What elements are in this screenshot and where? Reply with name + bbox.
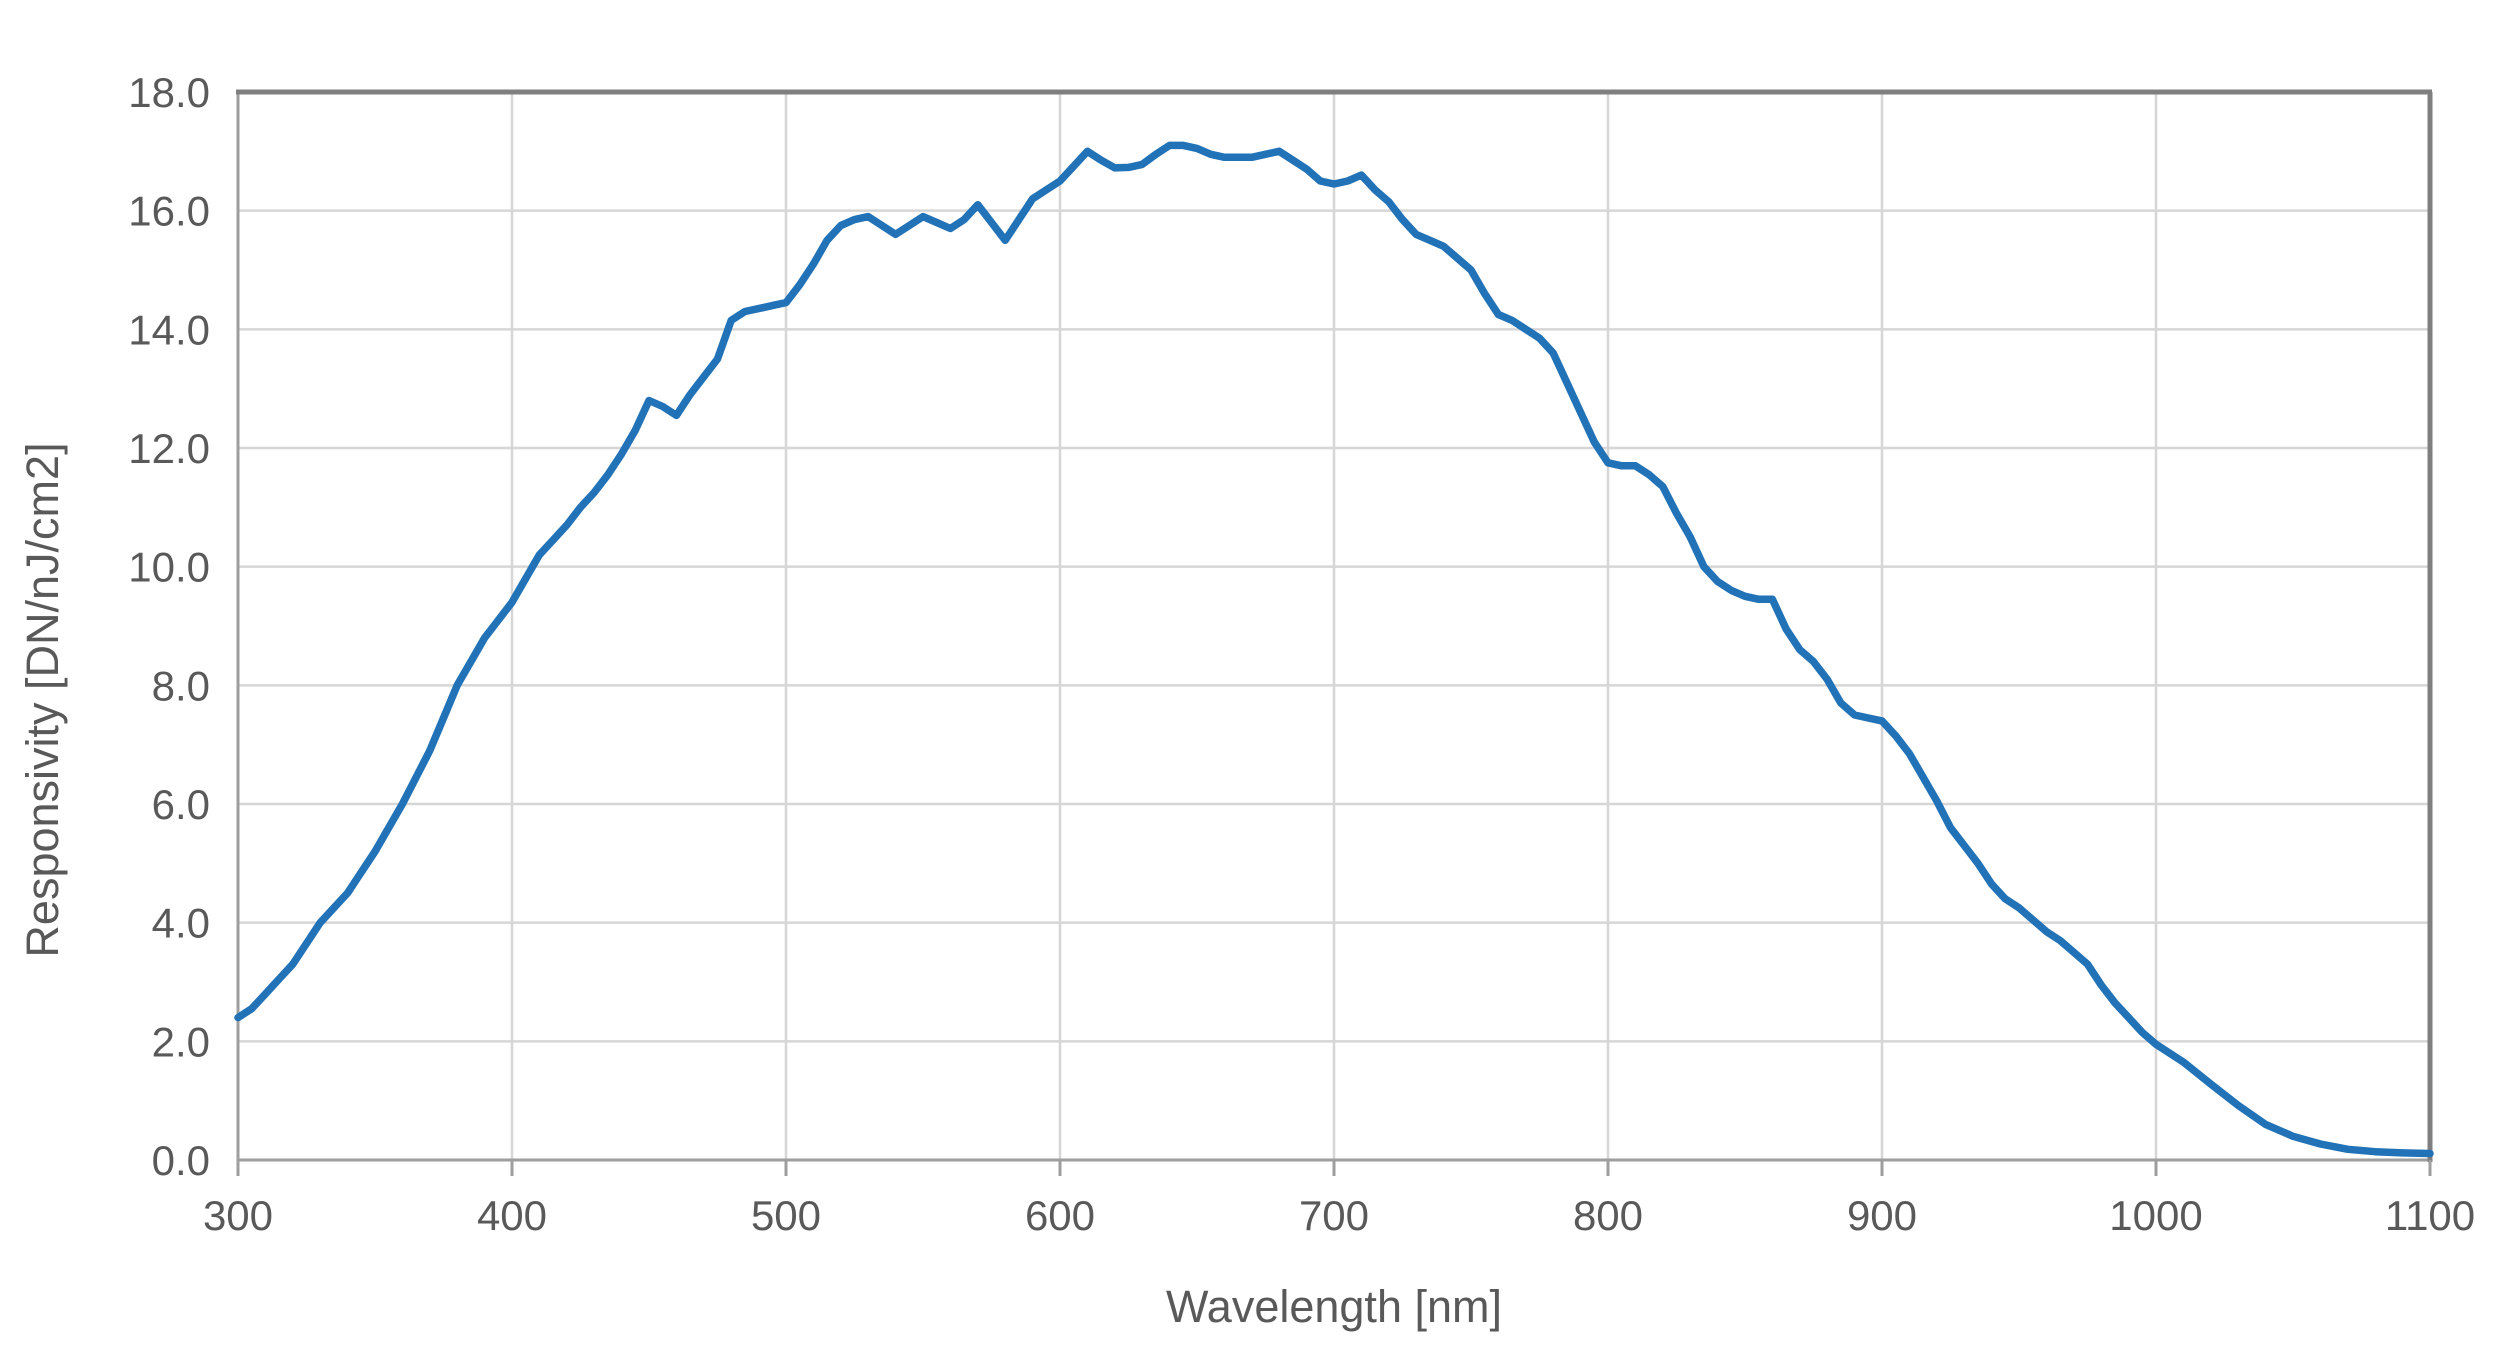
y-tick-label-14.0: 14.0 <box>128 306 210 353</box>
x-tick-label-800: 800 <box>1573 1192 1643 1239</box>
x-axis-title: Wavelength [nm] <box>1166 1281 1502 1332</box>
x-tick-label-400: 400 <box>477 1192 547 1239</box>
responsivity-series-line <box>234 141 2434 1158</box>
y-tick-label-4.0: 4.0 <box>152 900 210 947</box>
series-lines <box>234 141 2434 1158</box>
y-tick-label-10.0: 10.0 <box>128 544 210 591</box>
x-tick-label-600: 600 <box>1025 1192 1095 1239</box>
tick-labels: 300 400 500 600 700 800 900 1000 1100 0.0 2.0 4.0 6.… <box>128 69 2475 1239</box>
y-tick-label-0.0: 0.0 <box>152 1137 210 1184</box>
y-tick-label-8.0: 8.0 <box>152 662 210 709</box>
tick-marks <box>236 1160 2432 1176</box>
x-tick-label-700: 700 <box>1299 1192 1369 1239</box>
x-tick-label-300: 300 <box>203 1192 273 1239</box>
x-tick-label-500: 500 <box>751 1192 821 1239</box>
x-tick-label-1000: 1000 <box>2109 1192 2202 1239</box>
gridlines <box>238 92 2430 1160</box>
y-tick-label-12.0: 12.0 <box>128 425 210 472</box>
x-tick-label-900: 900 <box>1847 1192 1917 1239</box>
y-tick-label-2.0: 2.0 <box>152 1018 210 1065</box>
y-tick-label-6.0: 6.0 <box>152 781 210 828</box>
y-axis-title: Responsivity [DN/nJ/cm2] <box>17 442 68 957</box>
y-tick-label-16.0: 16.0 <box>128 188 210 235</box>
x-tick-label-1100: 1100 <box>2385 1192 2475 1239</box>
y-tick-label-18.0: 18.0 <box>128 69 210 116</box>
